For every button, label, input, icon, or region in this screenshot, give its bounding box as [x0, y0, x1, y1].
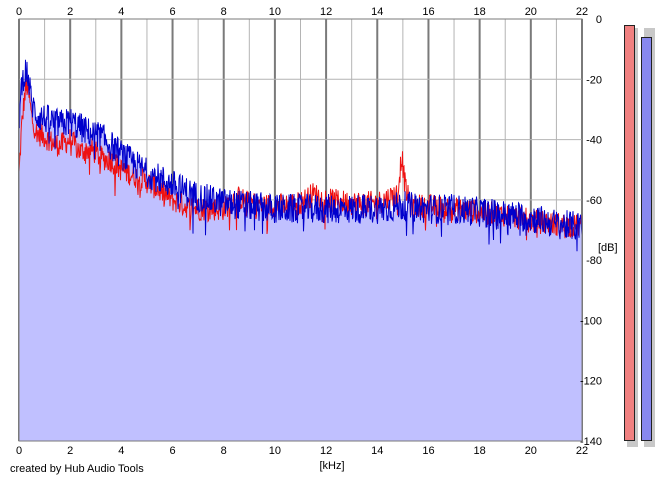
x-tick-label: 18 — [474, 6, 486, 18]
y-tick-label: -120 — [580, 376, 602, 388]
x-tick-label: 12 — [320, 445, 332, 457]
x-tick-label: 14 — [371, 6, 383, 18]
y-tick-label: -140 — [580, 436, 602, 448]
x-tick-label: 0 — [16, 6, 22, 18]
x-tick-label: 4 — [118, 445, 124, 457]
x-tick-label: 22 — [576, 6, 588, 18]
series-line-red — [18, 78, 583, 241]
x-tick-label: 14 — [371, 445, 383, 457]
y-axis-label: [dB] — [598, 242, 618, 254]
x-tick-label: 18 — [474, 445, 486, 457]
left-channel-level-meter — [624, 25, 635, 441]
spectrum-fill — [19, 59, 582, 441]
right-channel-level-meter — [641, 37, 652, 441]
y-tick-label: -60 — [586, 195, 602, 207]
series-line-blue — [18, 59, 583, 252]
x-tick-label: 22 — [576, 445, 588, 457]
x-tick-label: 0 — [16, 445, 22, 457]
plot-border — [18, 18, 583, 442]
x-tick-label: 16 — [422, 6, 434, 18]
chart-series — [18, 59, 583, 252]
x-tick-label: 10 — [269, 445, 281, 457]
x-tick-label: 2 — [67, 6, 73, 18]
x-tick-labels-top: 0 2 4 6 8 10 12 14 16 18 20 22 — [16, 6, 588, 18]
y-tick-label: 0 — [596, 14, 602, 26]
y-tick-labels: 0 -20 -40 -60 -80 -100 -120 -140 — [580, 14, 602, 448]
chart-fill-area — [19, 59, 582, 441]
x-tick-label: 20 — [525, 6, 537, 18]
x-tick-label: 8 — [221, 6, 227, 18]
x-tick-label: 16 — [422, 445, 434, 457]
x-tick-label: 6 — [169, 6, 175, 18]
y-tick-label: -20 — [586, 74, 602, 86]
x-tick-label: 20 — [525, 445, 537, 457]
y-tick-label: -40 — [586, 135, 602, 147]
chart-frame — [18, 18, 583, 442]
x-axis-label: [kHz] — [319, 460, 344, 472]
credit-text: created by Hub Audio Tools — [10, 463, 144, 475]
x-tick-label: 6 — [169, 445, 175, 457]
x-tick-label: 8 — [221, 445, 227, 457]
y-tick-label: -80 — [586, 255, 602, 267]
x-tick-label: 10 — [269, 6, 281, 18]
x-tick-label: 2 — [67, 445, 73, 457]
x-tick-label: 12 — [320, 6, 332, 18]
y-tick-label: -100 — [580, 315, 602, 327]
x-tick-labels-bottom: 0 2 4 6 8 10 12 14 16 18 20 22 — [16, 445, 588, 457]
x-tick-label: 4 — [118, 6, 124, 18]
